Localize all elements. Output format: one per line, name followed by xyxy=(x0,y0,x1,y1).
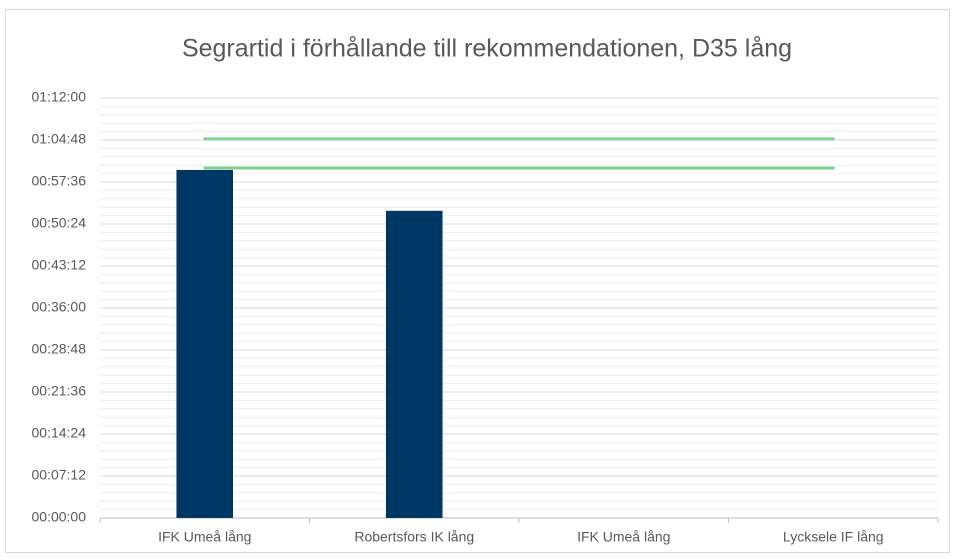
y-tick-label: 00:57:36 xyxy=(32,173,87,189)
x-tick-label: IFK Umeå lång xyxy=(577,529,670,545)
chart-title: Segrartid i förhållande till rekommendat… xyxy=(182,35,792,63)
y-tick-label: 00:43:12 xyxy=(32,257,87,273)
y-tick-label: 00:21:36 xyxy=(32,383,87,399)
y-tick-label: 00:00:00 xyxy=(32,509,87,525)
x-tick-label: IFK Umeå lång xyxy=(158,529,251,545)
x-tick-label: Robertsfors IK lång xyxy=(354,529,474,545)
y-tick-label: 00:14:24 xyxy=(32,425,87,441)
y-tick-label: 00:07:12 xyxy=(32,467,87,483)
bar xyxy=(385,210,443,518)
y-tick-label: 00:50:24 xyxy=(32,215,87,231)
x-tick-label: Lycksele IF lång xyxy=(783,529,884,545)
chart-frame xyxy=(5,9,950,553)
y-tick-label: 00:28:48 xyxy=(32,341,87,357)
y-tick-label: 00:36:00 xyxy=(32,299,87,315)
y-tick-label: 01:12:00 xyxy=(32,89,87,105)
y-tick-label: 01:04:48 xyxy=(32,131,87,147)
bar xyxy=(176,169,234,518)
